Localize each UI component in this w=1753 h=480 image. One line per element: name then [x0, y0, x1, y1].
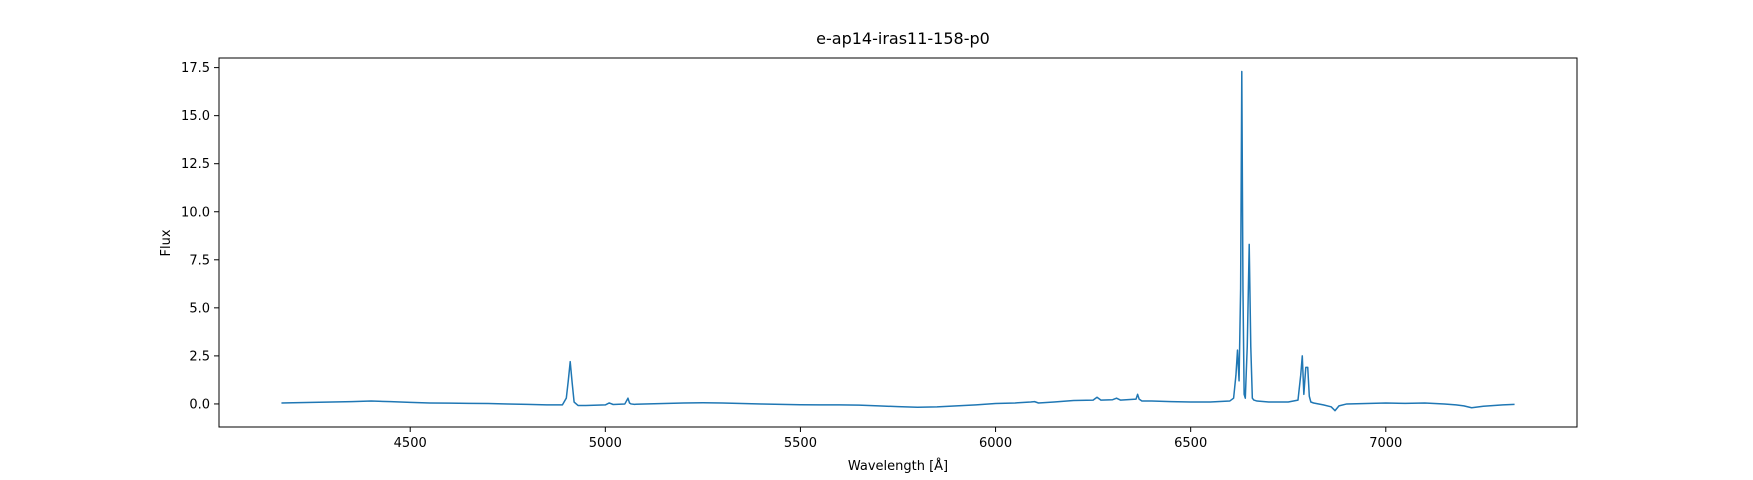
spectrum-series-line: [281, 70, 1515, 412]
chart-title: e-ap14-iras11-158-p0: [816, 29, 990, 48]
x-axis-label: Wavelength [Å]: [848, 458, 948, 474]
axes-frame: [218, 57, 1578, 428]
y-tick-label: 5.0: [189, 301, 210, 316]
y-tick-label: 0.0: [189, 397, 210, 412]
plot-area: [218, 57, 1578, 428]
x-tick-label: 5000: [589, 436, 622, 451]
x-axis: 4500 5000 5500 6000 6500 7000: [394, 427, 1402, 451]
y-tick-label: 10.0: [181, 205, 210, 220]
x-tick-label: 4500: [394, 436, 427, 451]
y-tick-label: 12.5: [181, 157, 210, 172]
x-tick-label: 7000: [1369, 436, 1402, 451]
y-axis-label: Flux: [159, 229, 174, 256]
y-tick-label: 15.0: [181, 109, 210, 124]
y-tick-label: 2.5: [189, 349, 210, 364]
x-tick-label: 6500: [1174, 436, 1207, 451]
y-tick-label: 17.5: [181, 61, 210, 76]
x-tick-label: 6000: [979, 436, 1012, 451]
x-tick-label: 5500: [784, 436, 817, 451]
y-tick-label: 7.5: [189, 253, 210, 268]
y-axis: 0.0 2.5 5.0 7.5 10.0 12.5 15.0 17.5: [181, 61, 219, 412]
